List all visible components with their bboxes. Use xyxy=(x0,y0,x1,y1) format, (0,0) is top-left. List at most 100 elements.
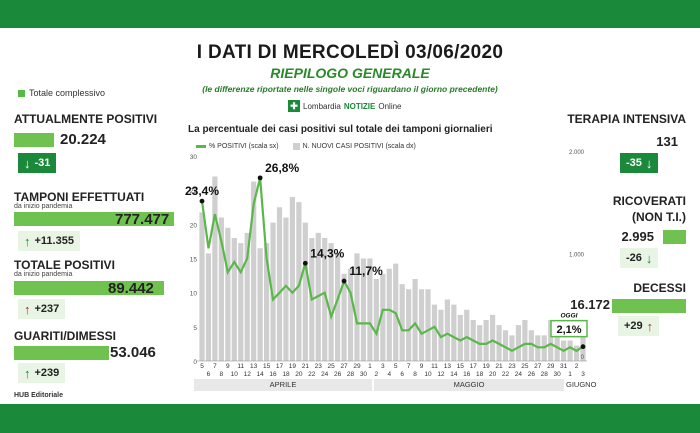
x-tick-label: 21 xyxy=(302,363,310,370)
bar-nuovi-casi xyxy=(573,345,580,361)
guariti-label: GUARITI/DIMESSI xyxy=(14,329,117,343)
x-tick-label: 6 xyxy=(207,371,211,378)
arrow-down-icon: ↓ xyxy=(645,155,653,171)
x-tick-label: 15 xyxy=(263,363,271,370)
x-tick-label: 12 xyxy=(437,371,445,378)
bar-nuovi-casi xyxy=(431,304,438,361)
bar-nuovi-casi xyxy=(251,181,257,361)
x-tick-label: 1 xyxy=(368,363,372,370)
left-tick-label: 20 xyxy=(190,222,198,229)
x-tick-label: 26 xyxy=(528,371,536,378)
chart-title: La percentuale dei casi positivi sul tot… xyxy=(188,124,493,135)
left-tick-label: 25 xyxy=(190,188,198,195)
right-tick-label: 0 xyxy=(581,355,585,361)
x-tick-label: 28 xyxy=(347,371,355,378)
decessi-delta: +29 ↑ xyxy=(618,316,660,336)
x-tick-label: 9 xyxy=(420,363,424,370)
x-tick-label: 11 xyxy=(431,363,438,370)
terapia-value: 131 xyxy=(656,134,678,149)
decessi-value: 16.172 xyxy=(570,297,610,312)
x-tick-label: 27 xyxy=(534,363,542,370)
x-tick-label: 17 xyxy=(276,363,284,370)
x-tick-label: 24 xyxy=(515,371,523,378)
ricoverati-value: 2.995 xyxy=(621,229,654,244)
x-tick-label: 10 xyxy=(424,371,432,378)
guariti-delta: ↑ +239 xyxy=(18,363,66,383)
annotation-dot xyxy=(199,198,205,204)
ricoverati-delta: -26 ↓ xyxy=(620,248,659,268)
x-tick-label: 20 xyxy=(489,371,497,378)
x-tick-label: 1 xyxy=(568,371,572,378)
right-tick-label: 1.000 xyxy=(569,253,585,259)
bar-nuovi-casi xyxy=(302,222,308,361)
x-tick-label: 20 xyxy=(295,371,303,378)
terapia-label: TERAPIA INTENSIVA xyxy=(567,112,686,126)
bar-nuovi-casi xyxy=(399,284,405,361)
x-tick-label: 4 xyxy=(387,371,391,378)
bar-nuovi-casi xyxy=(373,279,379,361)
x-tick-label: 27 xyxy=(340,363,348,370)
x-tick-label: 31 xyxy=(560,363,568,370)
bottom-bar xyxy=(0,404,700,433)
bar-nuovi-casi xyxy=(347,268,354,361)
x-tick-label: 30 xyxy=(554,371,562,378)
left-tick-label: 30 xyxy=(190,154,198,161)
legend-label-nuovi: N. NUOVI CASI POSITIVI (scala dx) xyxy=(302,143,416,150)
x-tick-label: 25 xyxy=(521,363,529,370)
arrow-down-icon: ↓ xyxy=(24,155,31,171)
legend-line-swatch xyxy=(196,145,206,148)
bar-nuovi-casi xyxy=(283,217,289,361)
ricoverati-label: RICOVERATI xyxy=(612,194,686,208)
bar-nuovi-casi xyxy=(367,258,373,361)
bar-nuovi-casi xyxy=(567,340,573,361)
x-tick-label: 3 xyxy=(381,363,385,370)
bar-nuovi-casi xyxy=(296,202,302,361)
footer-credit: HUB Editoriale xyxy=(14,392,64,399)
right-tick-label: 2.000 xyxy=(569,150,585,156)
x-tick-label: 19 xyxy=(483,363,491,370)
x-tick-label: 18 xyxy=(476,371,484,378)
logo-brand: NOTIZIE xyxy=(343,101,376,111)
x-tick-label: 21 xyxy=(495,363,503,370)
legend-bar-swatch xyxy=(292,143,300,150)
guariti-delta-value: +239 xyxy=(34,367,60,379)
annotation-label: 23,4% xyxy=(185,184,219,198)
bar-nuovi-casi xyxy=(502,330,509,361)
x-tick-label: 3 xyxy=(581,371,585,378)
x-tick-label: 13 xyxy=(250,363,258,370)
bar-nuovi-casi xyxy=(244,232,250,361)
page-title: I DATI DI MERCOLEDÌ 03/06/2020 xyxy=(196,42,504,63)
bar-nuovi-casi xyxy=(451,304,457,361)
x-tick-label: 14 xyxy=(450,371,458,378)
tamponi-label: TAMPONI EFFETTUATI xyxy=(14,190,145,204)
attualmente-bar xyxy=(14,133,54,147)
x-tick-label: 26 xyxy=(334,371,342,378)
bar-nuovi-casi xyxy=(341,273,347,361)
arrow-up-icon: ↑ xyxy=(24,365,31,381)
x-tick-label: 13 xyxy=(444,363,452,370)
annotation-tag: OGGI xyxy=(561,313,578,320)
decessi-delta-value: +29 xyxy=(624,320,643,332)
x-tick-label: 29 xyxy=(353,363,361,370)
bar-nuovi-casi xyxy=(360,258,367,361)
bar-nuovi-casi xyxy=(335,253,341,361)
x-tick-label: 17 xyxy=(470,363,478,370)
chart-legend: % POSITIVI (scala sx) N. NUOVI CASI POSI… xyxy=(196,143,416,150)
page-subtitle: RIEPILOGO GENERALE xyxy=(270,65,430,81)
x-tick-label: 2 xyxy=(575,363,579,370)
bar-nuovi-casi xyxy=(257,248,263,361)
positivi-line xyxy=(200,177,584,353)
arrow-up-icon: ↑ xyxy=(646,318,654,334)
bar-nuovi-casi xyxy=(412,279,418,361)
x-tick-label: 22 xyxy=(308,371,316,378)
legend-total: Totale complessivo xyxy=(18,88,105,98)
totale-bar xyxy=(14,281,164,295)
logo-suffix: Online xyxy=(378,101,402,111)
terapia-delta-value: -35 xyxy=(626,157,642,169)
month-giugno: GIUGNO xyxy=(566,379,597,391)
x-tick-label: 25 xyxy=(328,363,336,370)
bar-nuovi-casi xyxy=(380,273,386,361)
bar-nuovi-casi xyxy=(418,289,425,361)
bar-nuovi-casi xyxy=(386,268,392,361)
